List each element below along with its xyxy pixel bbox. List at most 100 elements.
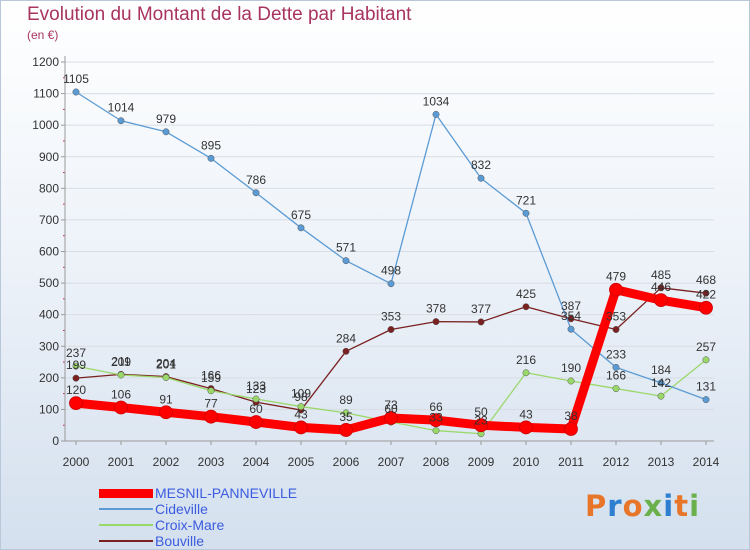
data-label: 387 bbox=[561, 299, 581, 313]
x-tick-label: 2004 bbox=[243, 455, 270, 469]
data-label: 353 bbox=[606, 310, 626, 324]
data-label: 77 bbox=[204, 397, 218, 411]
data-point bbox=[702, 289, 710, 297]
data-point bbox=[342, 409, 350, 417]
legend-item: Bouville bbox=[99, 533, 297, 549]
x-tick-label: 2002 bbox=[153, 455, 180, 469]
data-label: 378 bbox=[426, 302, 446, 316]
data-point bbox=[702, 396, 710, 404]
data-point bbox=[699, 300, 713, 315]
logo-letter: o bbox=[622, 489, 644, 523]
logo-letter: x bbox=[643, 489, 664, 523]
data-label: 190 bbox=[561, 361, 581, 375]
data-point bbox=[342, 257, 350, 265]
data-label: 237 bbox=[66, 346, 86, 360]
data-label: 204 bbox=[156, 357, 176, 371]
data-point bbox=[117, 371, 125, 379]
data-label: 91 bbox=[159, 392, 173, 406]
legend-swatch bbox=[99, 540, 153, 542]
data-label: 422 bbox=[696, 288, 716, 302]
legend-item: Cideville bbox=[99, 501, 297, 517]
data-label: 131 bbox=[696, 380, 716, 394]
data-label: 216 bbox=[516, 353, 536, 367]
data-label: 184 bbox=[651, 363, 671, 377]
data-point bbox=[384, 411, 398, 425]
data-label: 142 bbox=[651, 376, 671, 390]
data-point bbox=[207, 387, 215, 395]
legend-item: Croix-Mare bbox=[99, 517, 297, 533]
data-point bbox=[72, 88, 80, 96]
data-point bbox=[72, 362, 80, 370]
data-labels: 199 211 204 166 123 98 284 353 378 377 425 387 353 48… bbox=[63, 72, 716, 428]
data-label: 353 bbox=[381, 310, 401, 324]
legend-label: Cideville bbox=[155, 501, 208, 517]
data-point bbox=[612, 363, 620, 371]
data-point bbox=[207, 154, 215, 162]
data-point bbox=[162, 128, 170, 136]
data-label: 60 bbox=[384, 402, 398, 416]
data-label: 98 bbox=[294, 390, 308, 404]
data-label: 1105 bbox=[63, 72, 89, 86]
y-tick-label: 1100 bbox=[33, 87, 59, 101]
data-label: 211 bbox=[111, 354, 130, 368]
data-point bbox=[252, 395, 260, 403]
data-label: 1034 bbox=[423, 94, 450, 108]
data-point bbox=[162, 374, 170, 381]
data-point bbox=[567, 315, 575, 323]
data-point bbox=[567, 377, 575, 385]
legend-item: MESNIL-PANNEVILLE bbox=[99, 485, 297, 501]
data-point bbox=[339, 423, 353, 437]
data-label: 43 bbox=[519, 407, 533, 421]
data-label: 199 bbox=[66, 358, 86, 372]
proxiti-logo: Proxiti bbox=[585, 489, 700, 523]
data-point bbox=[612, 326, 620, 333]
data-point bbox=[69, 396, 83, 411]
data-point bbox=[249, 415, 263, 429]
data-point bbox=[522, 369, 530, 377]
data-point bbox=[432, 427, 440, 435]
data-point bbox=[204, 409, 218, 424]
chart-title: Evolution du Montant de la Dette par Hab… bbox=[27, 4, 412, 25]
data-point bbox=[114, 400, 128, 415]
data-point bbox=[432, 110, 440, 118]
data-point bbox=[297, 403, 305, 411]
data-label: 66 bbox=[429, 400, 443, 414]
legend-swatch bbox=[99, 488, 153, 498]
data-label: 895 bbox=[201, 138, 221, 152]
data-point bbox=[519, 420, 533, 435]
data-label: 571 bbox=[336, 241, 356, 255]
logo-letter: i bbox=[689, 489, 701, 523]
logo-letter: P bbox=[585, 489, 608, 523]
data-point bbox=[342, 347, 350, 355]
x-tick-label: 2000 bbox=[63, 455, 90, 469]
x-tick-label: 2011 bbox=[558, 455, 584, 469]
data-label: 233 bbox=[606, 347, 626, 361]
legend-label: MESNIL-PANNEVILLE bbox=[155, 485, 298, 501]
data-label: 425 bbox=[516, 287, 536, 301]
data-label: 832 bbox=[471, 158, 491, 172]
data-point bbox=[297, 224, 305, 232]
y-tick-label: 800 bbox=[39, 181, 59, 195]
legend: MESNIL-PANNEVILLE Cideville Croix-Mare Bouv… bbox=[99, 485, 297, 549]
data-point bbox=[564, 422, 578, 436]
y-tick-label: 700 bbox=[39, 213, 59, 227]
data-label: 120 bbox=[66, 383, 86, 397]
y-tick-label: 900 bbox=[39, 150, 59, 164]
data-label: 159 bbox=[201, 371, 221, 385]
data-label: 485 bbox=[651, 268, 671, 282]
data-label: 50 bbox=[474, 405, 488, 419]
x-tick-label: 2006 bbox=[333, 455, 360, 469]
unit-label: (en €) bbox=[27, 28, 59, 42]
data-point bbox=[117, 117, 125, 125]
x-tick-label: 2013 bbox=[648, 455, 675, 469]
x-tick-label: 2007 bbox=[378, 455, 405, 469]
data-label: 1014 bbox=[108, 101, 135, 115]
data-label: 354 bbox=[561, 309, 581, 323]
data-point bbox=[567, 325, 575, 333]
data-point bbox=[387, 280, 395, 288]
y-tick-label: 1200 bbox=[32, 55, 59, 69]
y-tick-label: 200 bbox=[39, 371, 59, 385]
data-point bbox=[657, 392, 665, 400]
data-label: 209 bbox=[111, 355, 131, 369]
data-point bbox=[609, 282, 623, 297]
